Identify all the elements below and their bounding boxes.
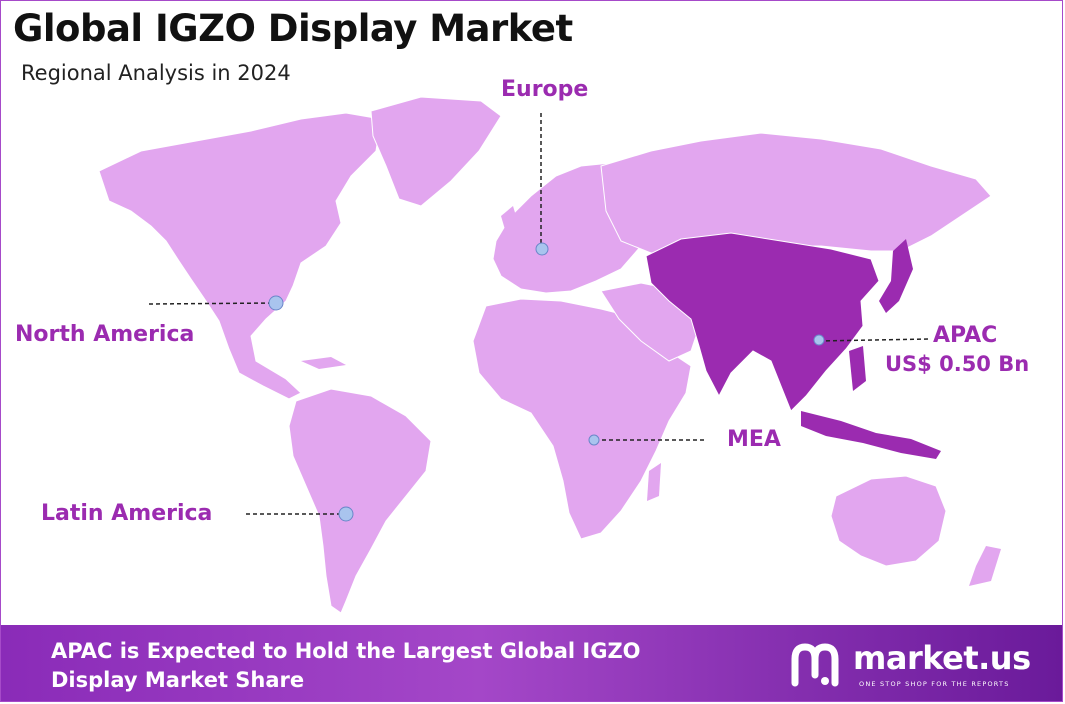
europe-marker bbox=[535, 242, 549, 256]
japan-landmass bbox=[879, 239, 913, 313]
philippines-landmass bbox=[849, 346, 866, 391]
uk-landmass bbox=[501, 206, 519, 233]
region-label-apac: APAC bbox=[933, 323, 998, 348]
logo-wordmark: market.us bbox=[853, 639, 1031, 677]
mea-marker bbox=[588, 434, 600, 446]
region-label-europe: Europe bbox=[501, 77, 589, 102]
logo-tagline: ONE STOP SHOP FOR THE REPORTS bbox=[859, 680, 1010, 688]
latin-america-marker bbox=[338, 506, 354, 522]
north-america-leader-line bbox=[148, 302, 277, 305]
footer-headline: APAC is Expected to Hold the Largest Glo… bbox=[51, 639, 641, 692]
world-map bbox=[98, 96, 1001, 614]
region-label-north-america: North America bbox=[15, 322, 195, 347]
apac-marker bbox=[813, 334, 825, 346]
footer-banner: APAC is Expected to Hold the Largest Glo… bbox=[1, 625, 1062, 701]
indonesia-landmass bbox=[801, 411, 941, 459]
north-america-landmass bbox=[98, 112, 382, 400]
apac-leader-line bbox=[818, 338, 932, 342]
region-label-latin-america: Latin America bbox=[41, 501, 213, 526]
australia-landmass bbox=[830, 475, 947, 567]
market-us-logo-icon bbox=[791, 643, 839, 687]
south-america-landmass bbox=[288, 388, 432, 614]
north-america-marker bbox=[268, 295, 284, 311]
page-subtitle: Regional Analysis in 2024 bbox=[21, 61, 291, 85]
russia-landmass bbox=[600, 132, 992, 254]
apac-value-label: US$ 0.50 Bn bbox=[885, 352, 1030, 376]
madagascar-landmass bbox=[647, 463, 661, 501]
greenland-landmass bbox=[370, 96, 502, 207]
caribbean-landmass bbox=[301, 357, 346, 369]
page-title: Global IGZO Display Market bbox=[13, 7, 573, 50]
apac-highlight-landmass bbox=[645, 232, 880, 412]
new-zealand-landmass bbox=[969, 546, 1001, 586]
region-label-mea: MEA bbox=[727, 427, 781, 452]
